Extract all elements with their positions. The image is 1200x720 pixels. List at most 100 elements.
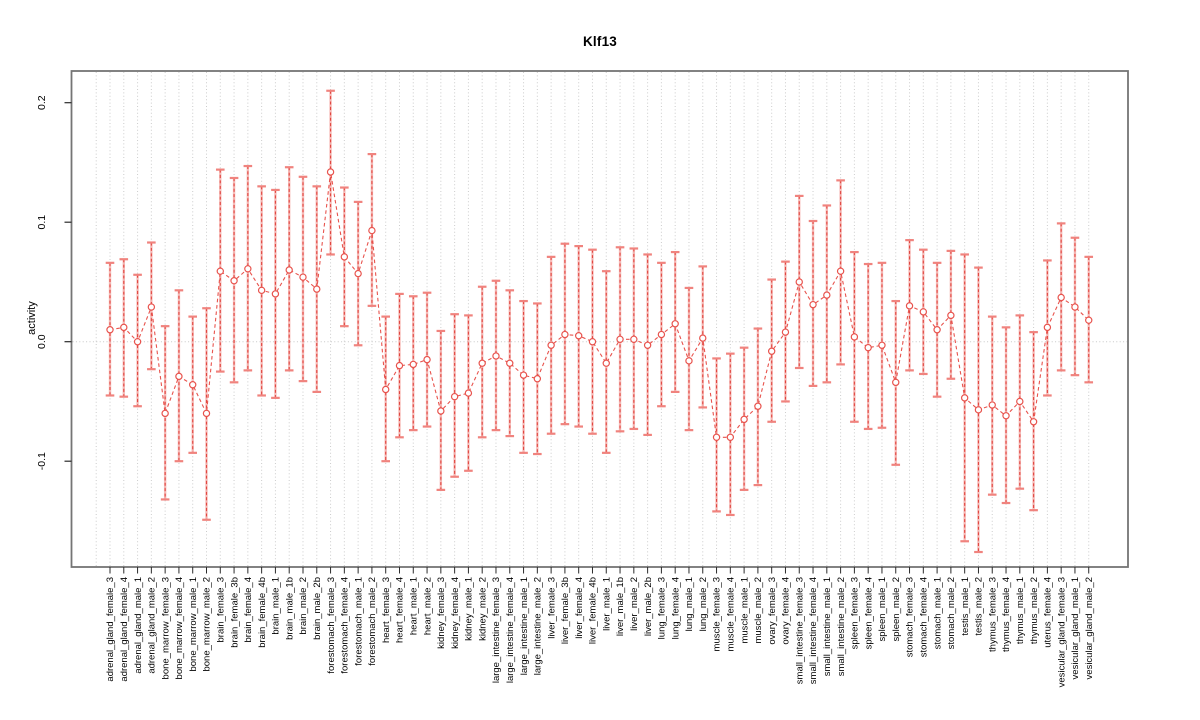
data-point <box>464 389 473 397</box>
data-point <box>643 341 652 349</box>
x-tick-label: liver_female_3b <box>560 577 571 644</box>
x-tick-label: muscle_female_3 <box>712 577 723 651</box>
data-point <box>671 320 679 328</box>
data-point <box>878 341 886 349</box>
x-tick-label: lung_female_3 <box>657 577 668 639</box>
x-tick-label: ovary_female_4 <box>781 577 792 645</box>
data-point <box>450 392 459 401</box>
data-point <box>947 311 955 320</box>
x-tick-label: stomach_male_1 <box>932 577 943 649</box>
x-tick-label: adrenal_gland_male_2 <box>147 577 158 674</box>
x-tick-label: stomach_female_4 <box>919 577 930 657</box>
data-point <box>423 355 431 364</box>
x-tick-label: liver_male_2 <box>629 577 640 631</box>
data-point <box>1002 412 1010 420</box>
y-tick-label: -0.1 <box>36 452 48 470</box>
x-tick-label: stomach_female_3 <box>905 577 916 657</box>
data-point <box>120 323 128 332</box>
x-tick-label: testis_male_1 <box>960 577 971 636</box>
data-point <box>382 385 390 394</box>
x-tick-label: brain_female_4b <box>257 577 268 648</box>
x-tick-label: liver_female_3 <box>546 577 557 639</box>
x-tick-label: heart_female_4 <box>395 577 406 643</box>
data-point <box>795 278 803 286</box>
data-point <box>244 265 252 273</box>
x-tick-label: bone_marrow_female_4 <box>174 577 185 679</box>
data-point <box>823 291 831 299</box>
data-point <box>230 277 238 285</box>
x-tick-label: thymus_male_1 <box>1015 577 1026 644</box>
x-tick-label: heart_male_2 <box>422 577 433 635</box>
x-tick-label: forestomach_male_1 <box>353 577 364 666</box>
data-point <box>299 273 307 281</box>
x-tick-label: brain_female_3 <box>215 577 226 643</box>
x-tick-label: adrenal_gland_female_3 <box>105 577 116 682</box>
data-point <box>561 330 569 339</box>
data-point <box>313 285 321 293</box>
data-point <box>271 290 280 298</box>
x-tick-label: spleen_female_3 <box>850 577 861 649</box>
data-point <box>1043 323 1052 332</box>
data-point <box>340 253 349 261</box>
data-point <box>864 343 872 352</box>
chart-title: Klf13 <box>582 34 617 49</box>
x-tick-label: thymus_female_3 <box>987 577 998 652</box>
data-point <box>506 359 514 367</box>
data-point <box>740 415 748 424</box>
x-tick-label: bone_marrow_female_3 <box>160 577 171 679</box>
data-point <box>616 335 624 344</box>
data-point <box>189 381 197 389</box>
data-point <box>630 335 638 344</box>
x-tick-label: heart_male_1 <box>408 577 419 635</box>
data-point <box>850 333 859 341</box>
data-point <box>533 375 542 383</box>
data-point <box>988 401 996 409</box>
data-point <box>478 359 486 367</box>
x-tick-label: thymus_male_2 <box>1029 577 1040 644</box>
x-tick-label: bone_marrow_male_1 <box>188 577 199 672</box>
x-tick-label: large_intestine_male_2 <box>533 577 544 675</box>
data-point <box>492 352 500 360</box>
x-tick-label: brain_male_1 <box>271 577 282 635</box>
x-tick-label: large_intestine_male_1 <box>519 577 530 675</box>
x-tick-label: liver_female_4b <box>588 577 599 644</box>
plot-frame <box>70 70 1129 568</box>
data-point <box>588 338 597 346</box>
x-tick-label: small_intestine_male_2 <box>836 577 847 676</box>
x-tick-label: brain_female_3b <box>229 577 240 648</box>
data-point <box>175 372 183 381</box>
data-point <box>699 334 707 342</box>
data-point <box>133 338 142 346</box>
x-tick-label: ovary_female_3 <box>767 577 778 645</box>
data-point <box>519 371 528 379</box>
data-point <box>767 347 776 355</box>
data-point <box>395 361 404 370</box>
x-tick-label: forestomach_male_2 <box>367 577 378 666</box>
x-tick-label: vesicular_gland_female_3 <box>1056 577 1067 687</box>
x-tick-label: kidney_female_4 <box>450 577 461 649</box>
data-point <box>602 359 610 367</box>
data-point <box>960 394 969 402</box>
x-tick-label: stomach_male_2 <box>946 577 957 649</box>
x-tick-label: brain_male_1b <box>284 577 295 640</box>
data-point <box>919 308 928 316</box>
data-point <box>1071 303 1079 311</box>
x-tick-label: small_intestine_female_4 <box>808 577 819 684</box>
data-point <box>326 168 335 176</box>
data-point <box>974 406 983 414</box>
x-tick-label: forestomach_female_4 <box>340 577 351 674</box>
x-tick-label: liver_male_1b <box>615 577 626 636</box>
x-tick-label: thymus_female_4 <box>1001 577 1012 652</box>
x-tick-label: muscle_male_2 <box>753 577 764 644</box>
data-point <box>547 341 555 349</box>
x-tick-label: kidney_male_2 <box>477 577 488 641</box>
data-point <box>685 357 693 365</box>
x-tick-label: lung_female_4 <box>670 577 681 639</box>
data-point <box>809 300 817 309</box>
x-tick-label: adrenal_gland_female_4 <box>119 577 130 682</box>
data-point <box>657 330 666 339</box>
data-point <box>1029 418 1038 426</box>
data-point <box>754 402 762 410</box>
data-point <box>106 326 114 334</box>
x-tick-label: testis_male_2 <box>974 577 985 636</box>
